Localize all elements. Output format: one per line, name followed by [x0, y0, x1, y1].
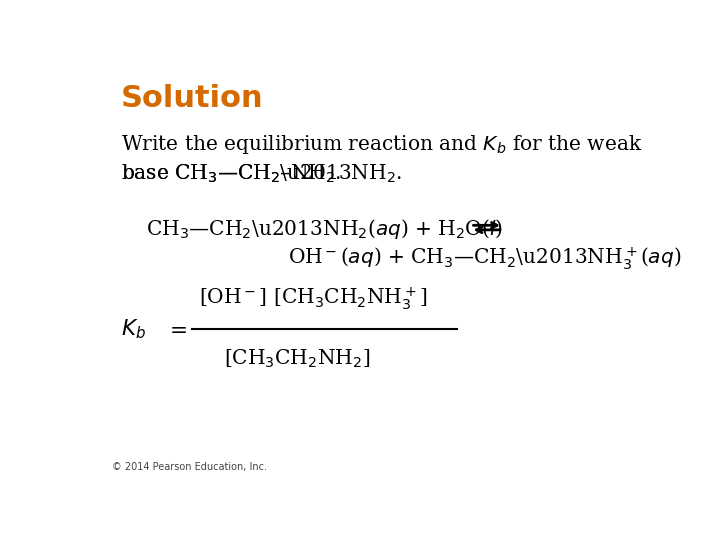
Text: base CH$_3$—CH$_2$–NH$_2$.: base CH$_3$—CH$_2$–NH$_2$. [121, 163, 341, 185]
Text: Write the equilibrium reaction and $K_b$ for the weak: Write the equilibrium reaction and $K_b$… [121, 133, 642, 157]
Text: OH$^-$($\mathit{aq}$) + CH$_3$—CH$_2$\u2013NH$_3^+$($\mathit{aq}$): OH$^-$($\mathit{aq}$) + CH$_3$—CH$_2$\u2… [288, 246, 681, 273]
Text: Solution: Solution [121, 84, 264, 112]
Text: © 2014 Pearson Education, Inc.: © 2014 Pearson Education, Inc. [112, 462, 267, 472]
Text: [OH$^-$] [CH$_3$CH$_2$NH$_3^+$]: [OH$^-$] [CH$_3$CH$_2$NH$_3^+$] [199, 286, 428, 312]
Text: [CH$_3$CH$_2$NH$_2$]: [CH$_3$CH$_2$NH$_2$] [224, 348, 370, 370]
Text: $=$: $=$ [166, 318, 187, 340]
Text: base CH$_3$—CH$_2$\u2013NH$_2$.: base CH$_3$—CH$_2$\u2013NH$_2$. [121, 163, 402, 185]
Text: CH$_3$—CH$_2$\u2013NH$_2$($\mathit{aq}$) + H$_2$O($\mathit{l}$): CH$_3$—CH$_2$\u2013NH$_2$($\mathit{aq}$)… [145, 217, 503, 240]
Text: $K_b$: $K_b$ [121, 317, 145, 341]
